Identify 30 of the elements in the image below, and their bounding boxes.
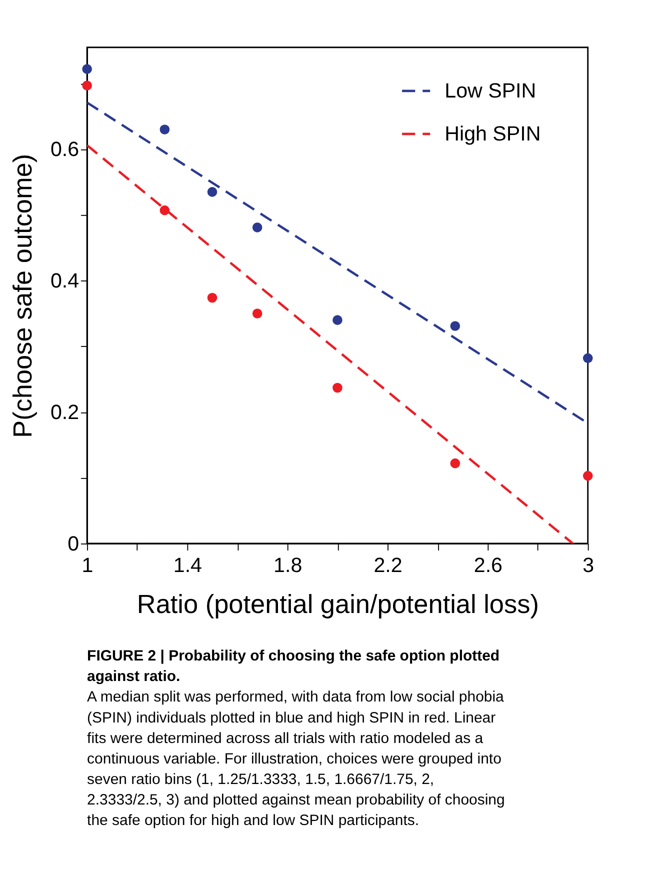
caption: FIGURE 2 | Probability of choosing the safe option plotted against ratio. (87, 648, 500, 686)
point (582, 353, 593, 364)
point (332, 315, 342, 325)
legend-label: Low SPIN (444, 79, 536, 102)
text: A median split was performed, with data from low social phobia (SPIN) individuals plotted in blue and high SPIN in red. Linear fits were determined across all trials with ratio modeled as a continuous variable. For illustration, choices were grouped into seven ratio bins (1, 1.25/1.3333, 1.5, 1.6667/1.75, 2, 2.3333/2.5, 3) and plotted against mean probability of choosing the safe option for high and low SPIN participants. (87, 688, 505, 830)
point (207, 187, 218, 197)
y-tick-label: 0.4 (50, 270, 80, 293)
x-tick-label: 1.8 (274, 554, 302, 578)
point (332, 382, 342, 393)
y-tick-label: 0.6 (50, 138, 80, 162)
point (160, 124, 170, 134)
y-axis-title: P(choose safe outcome) (8, 154, 38, 438)
y-tick-label: 0 (68, 532, 80, 556)
point (582, 470, 593, 481)
x-tick-label: 2.2 (374, 554, 402, 578)
point (82, 64, 92, 74)
x-tick-label: 2.6 (474, 554, 502, 578)
x-tick-label: 3 (582, 554, 594, 578)
y-tick-label: 0.2 (50, 401, 80, 424)
legend-label: High SPIN (444, 122, 541, 146)
point (82, 80, 92, 90)
x-axis-title: Ratio (potential gain/potential loss) (136, 589, 539, 620)
x-tick-label: 1 (82, 554, 94, 578)
point (160, 205, 170, 216)
point (207, 292, 218, 303)
point (252, 222, 262, 232)
point (252, 308, 262, 318)
x-tick-label: 1.4 (173, 554, 202, 578)
point (450, 321, 460, 331)
point (450, 458, 460, 468)
